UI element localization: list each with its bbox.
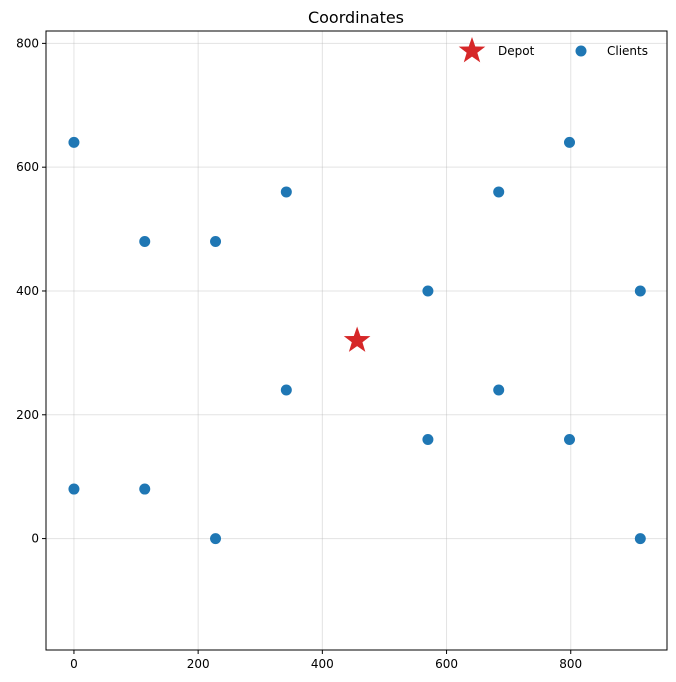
client-point bbox=[564, 136, 576, 148]
client-point bbox=[68, 483, 80, 495]
client-point bbox=[422, 434, 434, 446]
grid bbox=[46, 31, 667, 650]
y-tick-label: 800 bbox=[16, 36, 39, 50]
client-point bbox=[210, 235, 222, 247]
legend-label: Depot bbox=[498, 44, 535, 58]
y-tick-label: 600 bbox=[16, 160, 39, 174]
client-point bbox=[139, 483, 151, 495]
depot-point bbox=[343, 326, 371, 352]
legend-clients-marker bbox=[575, 45, 587, 57]
axis-ticks: 0 200 400 600 800 0 200 400 600 800 bbox=[16, 36, 582, 671]
client-point bbox=[280, 186, 292, 198]
data-points bbox=[68, 136, 646, 545]
client-point bbox=[493, 186, 505, 198]
chart-title: Coordinates bbox=[308, 8, 404, 27]
legend-label: Clients bbox=[607, 44, 648, 58]
y-tick-label: 400 bbox=[16, 284, 39, 298]
plot-area-frame bbox=[45, 30, 668, 651]
legend-depot-marker bbox=[458, 37, 486, 63]
client-point bbox=[139, 235, 151, 247]
client-point bbox=[210, 533, 222, 545]
client-point bbox=[422, 285, 434, 297]
client-point bbox=[68, 136, 80, 148]
y-tick-label: 200 bbox=[16, 408, 39, 422]
legend: Depot Clients bbox=[458, 37, 648, 63]
client-point bbox=[564, 434, 576, 446]
x-tick-label: 0 bbox=[70, 657, 78, 671]
x-tick-label: 200 bbox=[187, 657, 210, 671]
client-point bbox=[634, 285, 646, 297]
y-tick-label: 0 bbox=[31, 532, 39, 546]
x-tick-label: 600 bbox=[435, 657, 458, 671]
client-point bbox=[493, 384, 505, 396]
client-point bbox=[280, 384, 292, 396]
x-tick-label: 800 bbox=[559, 657, 582, 671]
x-tick-label: 400 bbox=[311, 657, 334, 671]
client-point bbox=[634, 533, 646, 545]
